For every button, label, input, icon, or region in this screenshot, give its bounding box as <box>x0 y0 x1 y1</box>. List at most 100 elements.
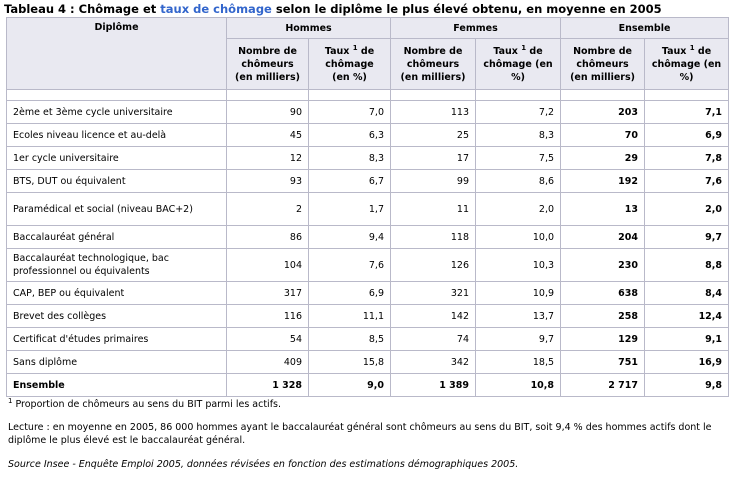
cell-hommes-taux: 7,6 <box>308 248 391 282</box>
cell-hommes-nombre: 93 <box>226 169 309 193</box>
spacer-row <box>6 89 730 101</box>
header-nombre-ensemble: Nombre de chômeurs (en milliers) <box>560 38 646 90</box>
header-nombre-hommes: Nombre de chômeurs (en milliers) <box>226 38 309 90</box>
header-hommes: Hommes <box>226 17 391 39</box>
row-label: Baccalauréat général <box>6 225 227 249</box>
cell-ensemble-nombre: 230 <box>560 248 646 282</box>
table-row: Brevet des collèges 116 11,1 142 13,7 25… <box>6 304 730 328</box>
table-row: Baccalauréat général 86 9,4 118 10,0 204… <box>6 225 730 249</box>
row-label: 1er cycle universitaire <box>6 146 227 170</box>
table-row: Paramédical et social (niveau BAC+2) 2 1… <box>6 192 730 226</box>
cell-ensemble-nombre: 29 <box>560 146 646 170</box>
row-label: Paramédical et social (niveau BAC+2) <box>6 192 227 226</box>
cell-ensemble-nombre: 192 <box>560 169 646 193</box>
cell-hommes-nombre: 54 <box>226 327 309 351</box>
cell-ensemble-taux: 12,4 <box>644 304 730 328</box>
cell-hommes-taux: 9,0 <box>308 373 391 397</box>
title-link-taux-de-chomage[interactable]: taux de chômage <box>160 2 272 16</box>
cell-femmes-nombre: 1 389 <box>390 373 476 397</box>
cell-ensemble-nombre: 2 717 <box>560 373 646 397</box>
cell-ensemble-taux: 16,9 <box>644 350 730 374</box>
row-label: Certificat d'études primaires <box>6 327 227 351</box>
cell-ensemble-nombre: 203 <box>560 100 646 124</box>
cell-femmes-nombre: 118 <box>390 225 476 249</box>
cell-femmes-taux: 7,2 <box>474 100 562 124</box>
cell-hommes-taux: 6,3 <box>308 123 391 147</box>
cell-hommes-taux: 11,1 <box>308 304 391 328</box>
cell-hommes-nombre: 12 <box>226 146 309 170</box>
cell-hommes-taux: 7,0 <box>308 100 391 124</box>
cell-hommes-taux: 6,9 <box>308 281 391 305</box>
row-label: Ensemble <box>6 373 227 397</box>
cell-hommes-nombre: 45 <box>226 123 309 147</box>
cell-ensemble-taux: 7,1 <box>644 100 730 124</box>
header-diplome: Diplôme <box>6 17 227 90</box>
cell-ensemble-taux: 9,7 <box>644 225 730 249</box>
cell-ensemble-nombre: 70 <box>560 123 646 147</box>
cell-femmes-nombre: 17 <box>390 146 476 170</box>
header-ensemble: Ensemble <box>560 17 730 39</box>
row-label: Baccalauréat technologique, bac professi… <box>6 248 227 282</box>
cell-femmes-taux: 8,6 <box>474 169 562 193</box>
title-prefix: Tableau 4 : Chômage et <box>4 2 161 16</box>
cell-femmes-taux: 10,9 <box>474 281 562 305</box>
table-row: Ecoles niveau licence et au-delà 45 6,3 … <box>6 123 730 147</box>
table-row: Sans diplôme 409 15,8 342 18,5 751 16,9 <box>6 350 730 374</box>
cell-hommes-nombre: 1 328 <box>226 373 309 397</box>
cell-hommes-taux: 1,7 <box>308 192 391 226</box>
cell-femmes-nombre: 25 <box>390 123 476 147</box>
cell-hommes-nombre: 2 <box>226 192 309 226</box>
cell-femmes-taux: 10,0 <box>474 225 562 249</box>
lecture-note: Lecture : en moyenne en 2005, 86 000 hom… <box>8 422 712 446</box>
cell-hommes-taux: 8,3 <box>308 146 391 170</box>
table-row: BTS, DUT ou équivalent 93 6,7 99 8,6 192… <box>6 169 730 193</box>
cell-hommes-nombre: 90 <box>226 100 309 124</box>
header-taux-ensemble: Taux 1 de chômage (en %) <box>644 38 730 90</box>
header-taux-femmes: Taux 1 de chômage (en %) <box>474 38 562 90</box>
total-row: Ensemble 1 328 9,0 1 389 10,8 2 717 9,8 <box>6 373 730 397</box>
cell-hommes-nombre: 86 <box>226 225 309 249</box>
row-label: Ecoles niveau licence et au-delà <box>6 123 227 147</box>
cell-hommes-taux: 8,5 <box>308 327 391 351</box>
footnote-text: Proportion de chômeurs au sens du BIT pa… <box>12 399 282 410</box>
cell-ensemble-taux: 2,0 <box>644 192 730 226</box>
header-femmes: Femmes <box>389 17 562 39</box>
cell-hommes-nombre: 104 <box>226 248 309 282</box>
cell-femmes-taux: 2,0 <box>474 192 562 226</box>
cell-ensemble-nombre: 751 <box>560 350 646 374</box>
title-suffix: selon le diplôme le plus élevé obtenu, e… <box>271 2 662 16</box>
table-row: 2ème et 3ème cycle universitaire 90 7,0 … <box>6 100 730 124</box>
cell-femmes-taux: 13,7 <box>474 304 562 328</box>
cell-ensemble-taux: 9,1 <box>644 327 730 351</box>
cell-femmes-nombre: 113 <box>390 100 476 124</box>
cell-ensemble-nombre: 258 <box>560 304 646 328</box>
cell-femmes-nombre: 126 <box>390 248 476 282</box>
cell-femmes-taux: 10,8 <box>474 373 562 397</box>
cell-ensemble-taux: 7,8 <box>644 146 730 170</box>
cell-femmes-nombre: 142 <box>390 304 476 328</box>
cell-ensemble-taux: 6,9 <box>644 123 730 147</box>
table-title: Tableau 4 : Chômage et taux de chômage s… <box>4 2 662 16</box>
cell-hommes-nombre: 317 <box>226 281 309 305</box>
cell-femmes-nombre: 321 <box>390 281 476 305</box>
table-row: Baccalauréat technologique, bac professi… <box>6 248 730 282</box>
row-label: Sans diplôme <box>6 350 227 374</box>
row-label: BTS, DUT ou équivalent <box>6 169 227 193</box>
cell-ensemble-nombre: 13 <box>560 192 646 226</box>
unemployment-table: Diplôme Hommes Femmes Ensemble Nombre de… <box>6 17 730 397</box>
cell-ensemble-nombre: 638 <box>560 281 646 305</box>
cell-femmes-taux: 8,3 <box>474 123 562 147</box>
cell-ensemble-taux: 8,8 <box>644 248 730 282</box>
cell-hommes-taux: 15,8 <box>308 350 391 374</box>
table-row: 1er cycle universitaire 12 8,3 17 7,5 29… <box>6 146 730 170</box>
cell-femmes-taux: 10,3 <box>474 248 562 282</box>
footnote: 1 Proportion de chômeurs au sens du BIT … <box>8 396 282 410</box>
row-label: 2ème et 3ème cycle universitaire <box>6 100 227 124</box>
header-taux-hommes: Taux 1 de chômage (en %) <box>308 38 391 90</box>
row-label: CAP, BEP ou équivalent <box>6 281 227 305</box>
cell-hommes-taux: 9,4 <box>308 225 391 249</box>
header-nombre-femmes: Nombre de chômeurs (en milliers) <box>390 38 476 90</box>
cell-femmes-taux: 9,7 <box>474 327 562 351</box>
footnote-mark: 1 <box>8 396 13 405</box>
